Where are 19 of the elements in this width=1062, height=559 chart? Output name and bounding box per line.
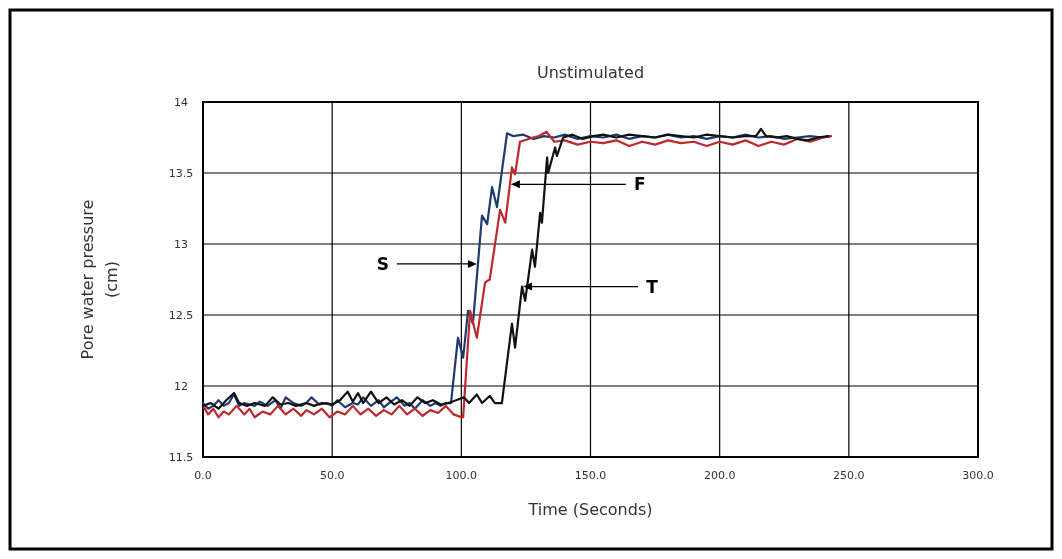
x-tick-label: 50.0	[319, 469, 345, 482]
x-axis-title: Time (Seconds)	[527, 500, 653, 519]
x-tick-label: 250.0	[833, 469, 865, 482]
x-tick-label: 200.0	[703, 469, 736, 482]
y-tick-label: 13.5	[168, 167, 194, 180]
annotation: T	[646, 276, 659, 297]
x-tick-label: 100.0	[445, 469, 478, 482]
chart-title: Unstimulated	[536, 63, 645, 82]
x-tick-label: 0.0	[194, 469, 212, 482]
annotation: S	[376, 253, 389, 274]
y-tick-label: 14	[174, 96, 188, 109]
y-tick-label: 12	[174, 380, 188, 393]
y-tick-label: 12.5	[168, 309, 194, 322]
annotation: F	[634, 174, 646, 195]
y-axis-title: Pore water pressure (cm)	[78, 199, 121, 360]
y-tick-label: 11.5	[168, 451, 194, 464]
x-tick-label: 300.0	[962, 469, 994, 482]
y-tick-label: 13	[174, 238, 188, 251]
x-tick-label: 150.0	[574, 469, 607, 482]
